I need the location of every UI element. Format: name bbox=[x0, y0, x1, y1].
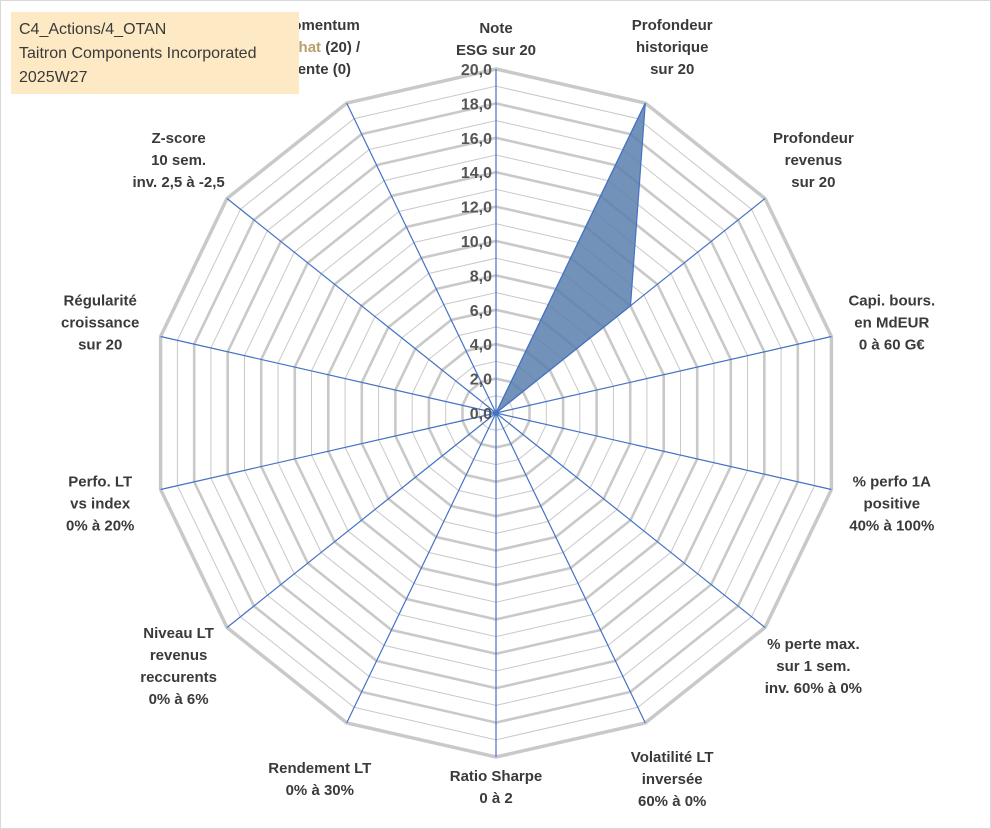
axis-spoke bbox=[160, 412, 497, 491]
axis-label: % perfo 1A positive 40% à 100% bbox=[849, 473, 934, 534]
axis-label: Perfo. LT vs index 0% à 20% bbox=[66, 473, 134, 534]
tick-label: 20,0 bbox=[461, 62, 492, 79]
header-line-3: 2025W27 bbox=[19, 69, 88, 86]
series-area bbox=[495, 102, 646, 414]
axis-spoke bbox=[495, 412, 646, 724]
axis-label: Capi. bours. en MdEUR 0 à 60 G€ bbox=[848, 293, 935, 354]
header-line-2: Taitron Components Incorporated bbox=[19, 45, 257, 62]
axis-label: Profondeur historique sur 20 bbox=[632, 17, 713, 78]
axis-label: Ratio Sharpe 0 à 2 bbox=[450, 768, 543, 807]
axis-spoke bbox=[495, 412, 832, 491]
tick-label: 2,0 bbox=[470, 372, 492, 389]
axis-spoke bbox=[495, 412, 766, 628]
axis-label: Volatilité LT inversée 60% à 0% bbox=[631, 749, 714, 810]
axis-label: Niveau LT revenus reccurents 0% à 6% bbox=[140, 625, 217, 708]
axis-spoke bbox=[346, 102, 497, 414]
info-box: C4_Actions/4_OTAN Taitron Components Inc… bbox=[11, 12, 299, 94]
axis-spoke bbox=[346, 412, 497, 724]
header-line-1: C4_Actions/4_OTAN bbox=[19, 21, 167, 38]
tick-label: 18,0 bbox=[461, 96, 492, 113]
tick-label: 8,0 bbox=[470, 268, 492, 285]
tick-label: 16,0 bbox=[461, 131, 492, 148]
axis-label: Z-score 10 sem. inv. 2,5 à -2,5 bbox=[132, 130, 224, 191]
radar-axis-labels: Note ESG sur 20 Profondeur historique sur 20… bbox=[61, 17, 935, 810]
radar-ticks: 0,0 2,0 4,0 6,0 8,0 10,0 12,0 14,0 16,0 18,0 20,0 bbox=[461, 62, 492, 423]
axis-label: Profondeur revenus sur 20 bbox=[773, 130, 854, 191]
axis-spoke bbox=[160, 335, 497, 414]
radar-series bbox=[495, 102, 646, 414]
tick-label: 6,0 bbox=[470, 303, 492, 320]
axis-spoke bbox=[226, 198, 497, 414]
axis-label: Note ESG sur 20 bbox=[456, 20, 536, 59]
axis-label: Régularité croissance sur 20 bbox=[61, 293, 139, 354]
axis-label: Rendement LT 0% à 30% bbox=[268, 760, 371, 799]
tick-label: 10,0 bbox=[461, 234, 492, 251]
axis-spoke bbox=[226, 412, 497, 628]
tick-label: 0,0 bbox=[470, 406, 492, 423]
axis-label: % perte max. sur 1 sem. inv. 60% à 0% bbox=[765, 636, 862, 697]
tick-label: 4,0 bbox=[470, 337, 492, 354]
tick-label: 12,0 bbox=[461, 200, 492, 217]
tick-label: 14,0 bbox=[461, 165, 492, 182]
axis-spoke bbox=[495, 335, 832, 414]
